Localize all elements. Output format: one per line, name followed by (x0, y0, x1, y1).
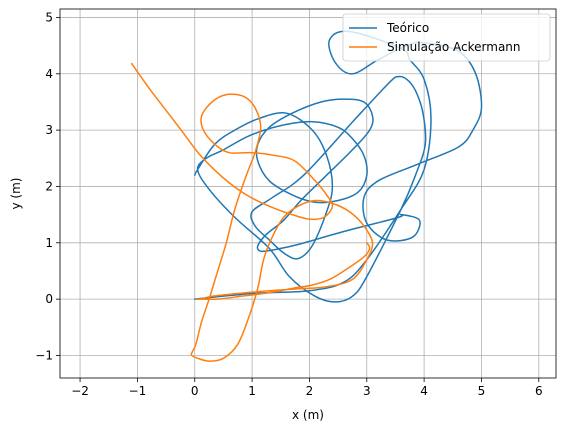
y-tick-label: 3 (45, 123, 53, 137)
legend-label-ackermann: Simulação Ackermann (387, 40, 521, 54)
y-axis-label: y (m) (9, 178, 23, 210)
x-tick-label: 0 (191, 384, 199, 398)
legend: Teórico Simulação Ackermann (342, 13, 551, 62)
legend-label-teorico: Teórico (386, 21, 429, 35)
x-axis-label: x (m) (292, 408, 324, 422)
y-tick-label: 5 (45, 10, 53, 24)
series-layer (130, 30, 483, 362)
y-tick-label: 2 (45, 179, 53, 193)
series-line-teorico (194, 30, 483, 303)
legend-box (342, 13, 551, 62)
y-tick-label: −1 (35, 348, 53, 362)
x-tick-label: 3 (363, 384, 371, 398)
plot-frame (59, 8, 557, 379)
y-tick-label: 4 (45, 67, 53, 81)
y-tick-label: 0 (45, 292, 53, 306)
series-line-ackermann (130, 62, 374, 362)
x-tick-label: 4 (420, 384, 428, 398)
x-tick-label: 2 (306, 384, 314, 398)
x-tick-label: 6 (535, 384, 543, 398)
x-tick-label: 1 (248, 384, 256, 398)
ticks: −2 −1 0 1 2 3 4 5 6 −1 0 1 2 3 4 5 (35, 10, 542, 398)
y-tick-label: 1 (45, 236, 53, 250)
x-tick-label: −2 (71, 384, 89, 398)
x-tick-label: −1 (129, 384, 147, 398)
x-tick-label: 5 (478, 384, 486, 398)
